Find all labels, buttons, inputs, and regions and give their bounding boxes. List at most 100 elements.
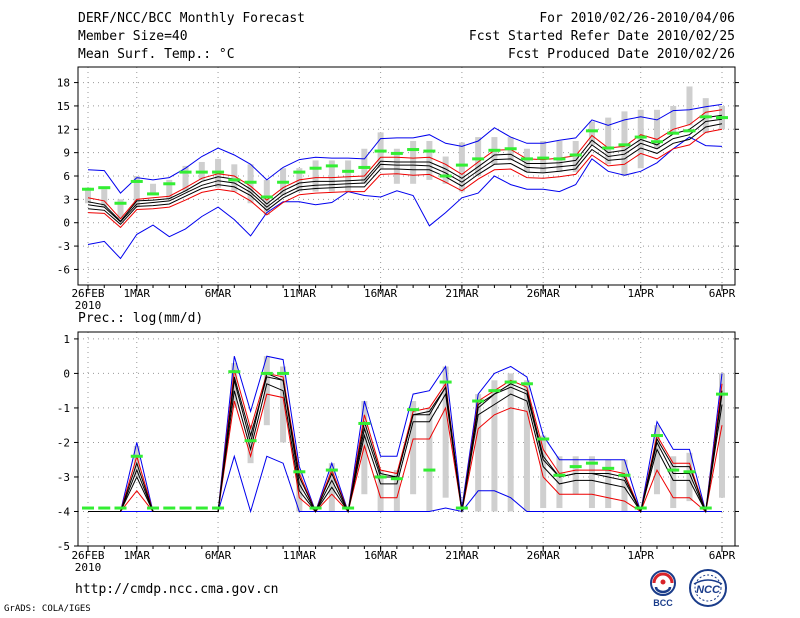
spread-box — [686, 86, 693, 126]
spread-box — [345, 160, 352, 192]
y-tick-label: -1 — [57, 402, 70, 415]
variable-label-temp: Mean Surf. Temp.: °C — [78, 47, 235, 62]
y-tick-label: 0 — [63, 217, 70, 230]
spread-box — [572, 456, 579, 495]
spread-box — [621, 459, 628, 512]
spread-box — [280, 366, 287, 443]
series-line-median — [87, 118, 723, 223]
chart-panel-precipitation: -5 -4 -3 -2 -1 0 1 26FEB 1MAR 6MAR 11MAR 16MAR 21MAR… — [57, 311, 739, 574]
series-line-min — [87, 136, 723, 260]
x-tick-label: 26FEB — [71, 549, 104, 562]
spread-box — [426, 140, 433, 180]
spread-box — [670, 105, 677, 134]
x-tick-label: 6APR — [709, 287, 736, 300]
y-tick-label: 3 — [63, 193, 70, 206]
x-tick-label: 16MAR — [364, 549, 397, 562]
member-size-label: Member Size=40 — [78, 29, 188, 44]
spread-box — [231, 164, 238, 192]
spread-box — [719, 373, 725, 498]
spread-box — [312, 160, 319, 192]
spread-box — [247, 164, 254, 204]
spread-box — [263, 356, 270, 426]
series-line-median — [88, 372, 723, 514]
spread-box — [686, 452, 693, 502]
spread-box — [410, 401, 417, 495]
x-tick-label: 6APR — [709, 549, 736, 562]
x-tick-label: 11MAR — [283, 549, 316, 562]
grads-credit: GrADS: COLA/IGES — [4, 604, 91, 614]
spread-box — [85, 187, 91, 204]
spread-box — [588, 121, 595, 145]
spread-box — [556, 140, 563, 173]
x-tick-label: 6MAR — [205, 549, 232, 562]
spread-box — [523, 148, 530, 173]
ncc-logo: NCC — [689, 569, 727, 607]
spread-box — [475, 394, 482, 512]
y-tick-label: 9 — [63, 147, 70, 160]
spread-box — [507, 373, 514, 512]
series-line-p10 — [87, 128, 723, 229]
x-tick-label: 21MAR — [445, 549, 478, 562]
bcc-logo-text: BCC — [653, 598, 673, 608]
spread-box — [523, 380, 530, 512]
x-tick-label: 21MAR — [445, 287, 478, 300]
precip-title: Prec.: log(mm/d) — [78, 311, 203, 326]
spread-box — [540, 140, 547, 173]
x-year-label: 2010 — [75, 561, 102, 574]
spread-box — [540, 435, 547, 509]
spread-box — [556, 456, 563, 509]
forecast-period: For 2010/02/26-2010/04/06 — [539, 11, 735, 26]
y-tick-label: -5 — [57, 540, 70, 553]
spread-box — [442, 366, 449, 498]
spread-box — [653, 425, 660, 495]
spread-box — [328, 160, 335, 192]
spread-box — [133, 176, 140, 208]
x-tick-label: 26MAR — [527, 549, 560, 562]
spread-box — [491, 380, 498, 512]
y-tick-label: 12 — [57, 123, 70, 136]
y-tick-label: 6 — [63, 170, 70, 183]
bcc-logo: BCC — [650, 570, 676, 608]
series-line-p25 — [87, 123, 723, 225]
y-tick-label: -3 — [57, 471, 70, 484]
x-tick-label: 1MAR — [124, 287, 151, 300]
x-year-label: 2010 — [75, 299, 102, 312]
y-tick-label: -6 — [57, 263, 70, 276]
spread-box — [166, 179, 173, 200]
series-line-max — [87, 103, 723, 194]
y-tick-label: 0 — [63, 367, 70, 380]
source-url: http://cmdp.ncc.cma.gov.cn — [75, 582, 279, 597]
spread-box — [475, 137, 482, 176]
spread-box — [377, 470, 384, 512]
series-line-p75 — [87, 114, 723, 222]
spread-box — [133, 445, 140, 477]
forecast-produced-date: Fcst Produced Date 2010/02/26 — [508, 47, 735, 62]
spread-box — [393, 470, 400, 512]
spread-box — [117, 199, 124, 219]
spread-box — [605, 117, 612, 165]
chart-panel-temperature: -6 -3 0 3 6 9 12 15 18 26FEB 1MAR 6MAR 11MAR 16MAR 21M… — [57, 66, 739, 312]
x-tick-label: 11MAR — [283, 287, 316, 300]
spread-box — [653, 109, 660, 149]
x-tick-label: 1APR — [627, 549, 654, 562]
y-tick-label: 18 — [57, 77, 70, 90]
spread-box — [393, 148, 400, 184]
spread-box — [150, 183, 157, 196]
plot-frame — [77, 331, 736, 547]
y-tick-label: -4 — [57, 505, 71, 518]
x-tick-label: 1MAR — [124, 549, 151, 562]
x-tick-label: 1APR — [627, 287, 654, 300]
ncc-logo-text: NCC — [696, 584, 721, 596]
spread-box — [101, 189, 108, 208]
y-tick-label: -3 — [57, 240, 70, 253]
x-tick-label: 16MAR — [364, 287, 397, 300]
spread-box — [247, 425, 254, 464]
y-tick-label: 1 — [63, 333, 70, 346]
y-tick-label: -2 — [57, 436, 70, 449]
spread-box — [231, 363, 238, 408]
x-tick-label: 6MAR — [205, 287, 232, 300]
x-tick-label: 26FEB — [71, 287, 104, 300]
forecast-start-date: Fcst Started Refer Date 2010/02/25 — [468, 29, 735, 44]
